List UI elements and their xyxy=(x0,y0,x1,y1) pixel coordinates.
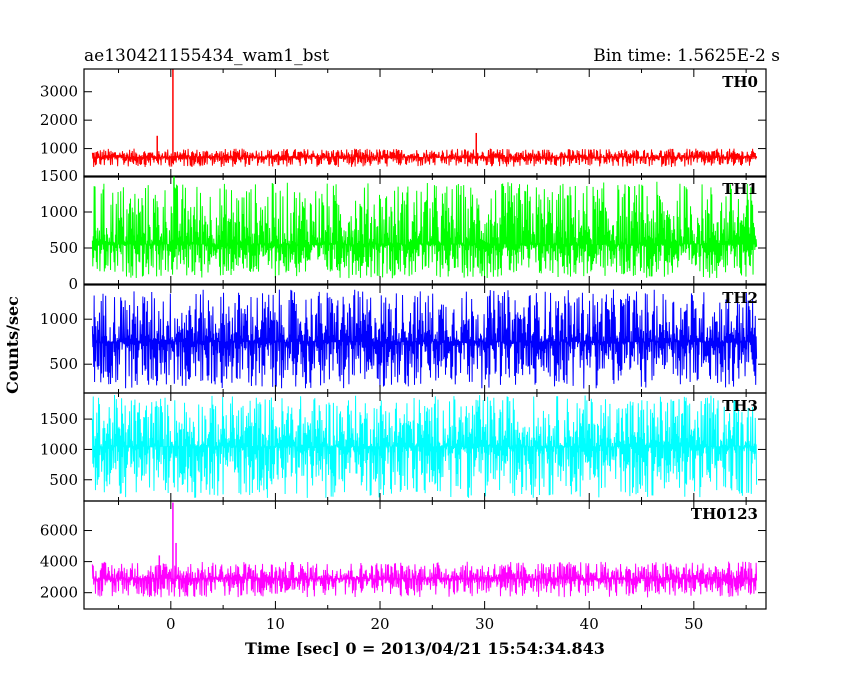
x-tick-label: 10 xyxy=(266,615,285,633)
series-th2-line xyxy=(91,289,758,389)
y-tick-label: 2000 xyxy=(40,584,78,602)
bin-time-label: Bin time: 1.5625E-2 s xyxy=(593,46,780,66)
y-tick-label: 1000 xyxy=(40,440,78,458)
panels: 1000 2000 3000 TH0 0 500 1000 1500 TH1 500 1000 TH2… xyxy=(40,68,767,610)
panel-frame xyxy=(83,68,767,178)
y-tick-label: 500 xyxy=(49,471,78,489)
y-tick-label: 500 xyxy=(49,355,78,373)
x-tick-label: 20 xyxy=(370,615,389,633)
panel-frame xyxy=(83,500,767,610)
panel-label-th0: TH0 xyxy=(722,73,758,91)
y-tick-label: 3000 xyxy=(40,83,78,101)
x-tick-label: 0 xyxy=(166,615,176,633)
y-tick-label: 4000 xyxy=(40,553,78,571)
y-axis-label: Counts/sec xyxy=(3,296,22,394)
panel-th1: 0 500 1000 1500 TH1 xyxy=(40,167,767,293)
panel-th2: 500 1000 TH2 xyxy=(40,284,767,394)
y-tick-label: 1500 xyxy=(40,167,78,185)
panel-frame xyxy=(83,175,767,285)
panel-label-th0123: TH0123 xyxy=(691,505,758,523)
panel-label-th2: TH2 xyxy=(722,289,758,307)
panel-th0: 1000 2000 3000 TH0 xyxy=(40,68,767,178)
series-th3-line xyxy=(91,394,758,498)
panel-label-th3: TH3 xyxy=(722,397,758,415)
series-th0-line xyxy=(91,148,758,168)
y-tick-label: 2000 xyxy=(40,111,78,129)
y-tick-label: 1500 xyxy=(40,410,78,428)
series-th1-line xyxy=(91,181,758,279)
y-tick-label: 0 xyxy=(68,275,78,293)
y-tick-label: 6000 xyxy=(40,522,78,540)
panel-label-th1: TH1 xyxy=(722,180,758,198)
x-axis-label: Time [sec] 0 = 2013/04/21 15:54:34.843 xyxy=(245,639,605,658)
x-axis: 0 10 20 30 40 50 xyxy=(166,615,703,633)
series-th0123-line xyxy=(91,561,758,598)
y-tick-label: 1000 xyxy=(40,140,78,158)
y-tick-label: 500 xyxy=(49,239,78,257)
chart-title: ae130421155434_wam1_bst xyxy=(84,46,329,66)
x-tick-label: 30 xyxy=(475,615,494,633)
y-tick-label: 1000 xyxy=(40,203,78,221)
y-tick-label: 1000 xyxy=(40,310,78,328)
x-tick-label: 40 xyxy=(580,615,599,633)
panel-th3: 500 1000 1500 TH3 xyxy=(40,392,767,502)
x-tick-label: 50 xyxy=(684,615,703,633)
panel-th0123: 2000 4000 6000 TH0123 xyxy=(40,500,767,610)
